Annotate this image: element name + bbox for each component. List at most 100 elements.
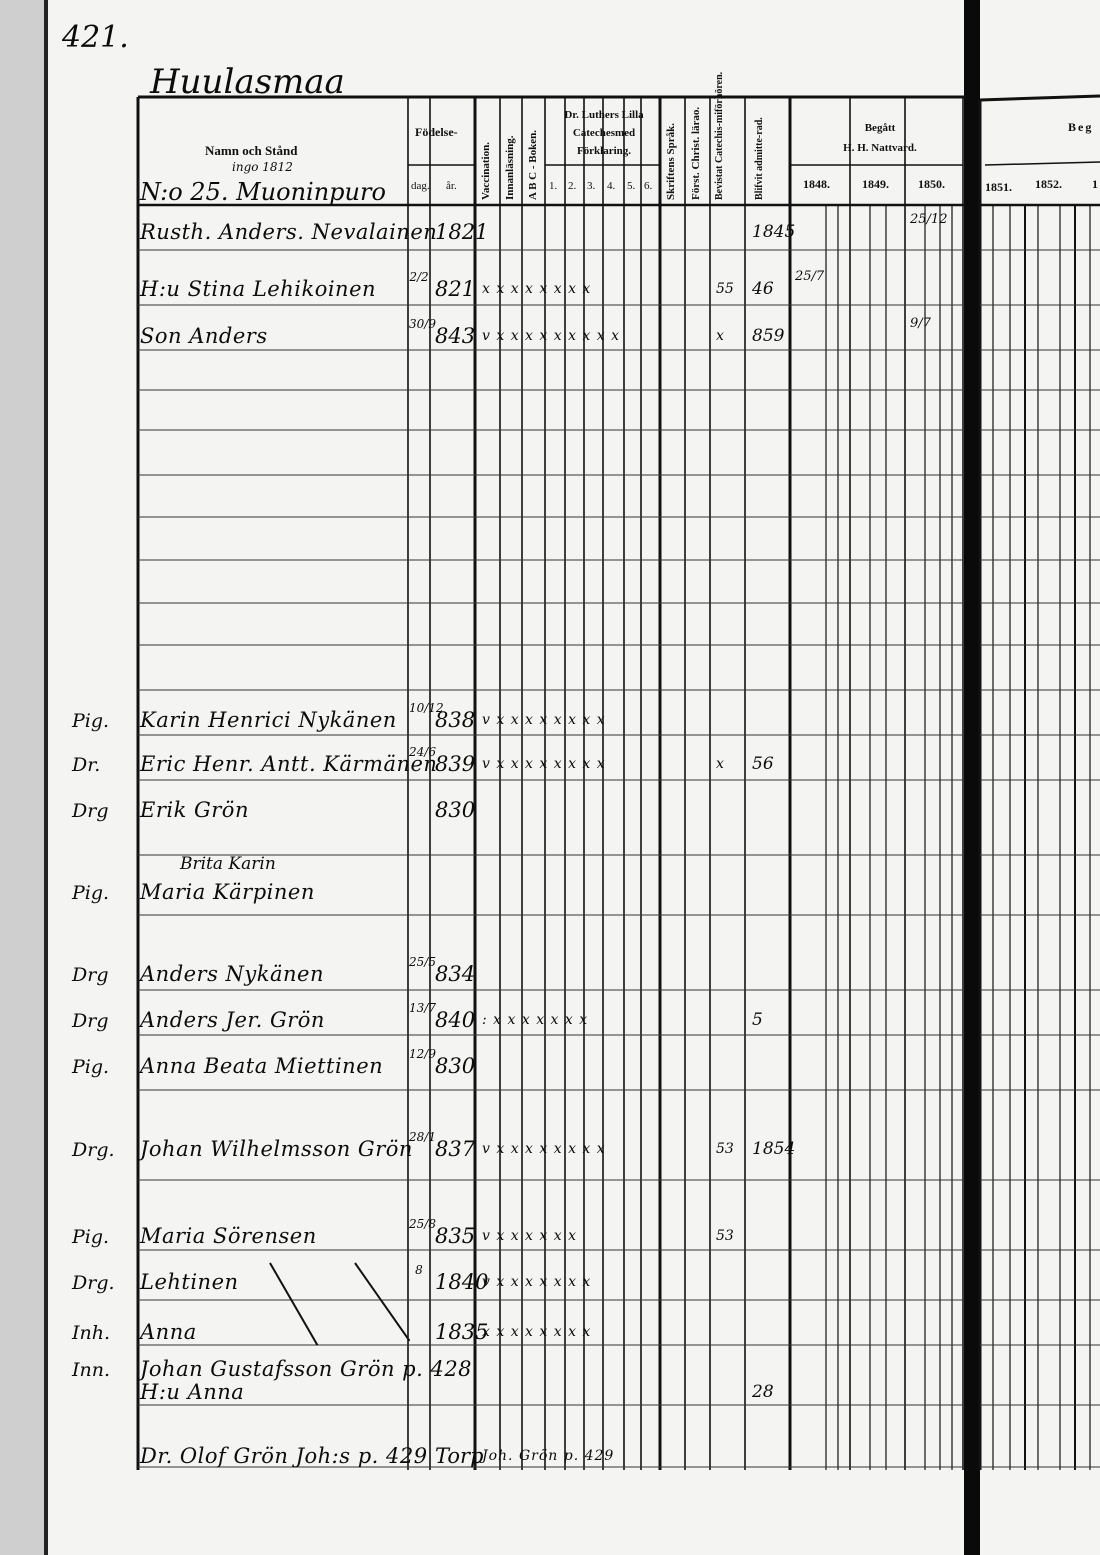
register-row: H:u Anna 28 xyxy=(0,1378,1100,1408)
birth-year: 843 xyxy=(435,324,476,348)
header-begatt: Begått H. H. Nattvard. xyxy=(795,118,965,158)
birth-day: 25/5 xyxy=(409,955,436,969)
page-number: 421. xyxy=(62,20,129,55)
person-name: Anders Nykänen xyxy=(140,962,325,986)
communion-date: 25/7 xyxy=(795,269,825,284)
birth-day: 25/8 xyxy=(409,1217,436,1231)
name-annotation: Brita Karin xyxy=(180,854,276,874)
person-name: Johan Gustafsson Grön p. 428 xyxy=(140,1357,473,1381)
person-name: Lehtinen xyxy=(140,1270,239,1294)
birth-year: 834 xyxy=(435,962,476,986)
row-prefix: Inh. xyxy=(72,1322,111,1344)
right-begatt: Beg xyxy=(1068,120,1094,134)
bevistat-mark: 55 xyxy=(716,281,734,297)
year-1852: 1852. xyxy=(1035,177,1062,191)
header-bevistat: Bevistat Catechis-miförhören. xyxy=(714,71,725,200)
header-catechism: Dr. Luthers Lilla Catechesmed Förklaring… xyxy=(548,106,660,160)
register-row: Drg. Lehtinen 8 1840 v x x x x x x x xyxy=(0,1264,1100,1298)
birth-day: 30/9 xyxy=(409,317,436,331)
bevistat-mark: 53 xyxy=(716,1228,734,1244)
header-forst: Först. Christ. lärao. xyxy=(690,106,702,200)
register-row: Inh. Anna 1835 x x x x x x x x xyxy=(0,1318,1100,1348)
person-name: Anna xyxy=(140,1320,197,1344)
birth-year: 838 xyxy=(435,708,476,732)
person-name: Anders Jer. Grön xyxy=(140,1008,325,1032)
birth-day: 28/1 xyxy=(409,1130,436,1144)
birth-day: 24/6 xyxy=(409,745,436,759)
catechism-marks: v x x x x x x xyxy=(482,1228,577,1244)
header-name: Namn och Stånd xyxy=(205,143,298,158)
birth-year: 1840 xyxy=(435,1270,489,1294)
begatt-line-1: Begått xyxy=(864,122,896,134)
birth-day: 8 xyxy=(415,1263,423,1277)
admitted-year: 1845 xyxy=(752,222,796,242)
catechism-part-5: 5. xyxy=(627,180,636,192)
birth-year: 830 xyxy=(435,1054,476,1078)
communion-date: 9/7 xyxy=(910,316,931,331)
register-row: Dr. Eric Henr. Antt. Kärmänen 24/6 839 v x x… xyxy=(0,746,1100,780)
birth-day: 10/12 xyxy=(409,701,444,715)
person-name: Rusth. Anders. Nevalainen xyxy=(140,220,438,244)
catechism-marks: v x x x x x x x x xyxy=(482,712,606,728)
header-innanlasning: Innanläsning. xyxy=(504,135,516,200)
person-name: Son Anders xyxy=(140,324,268,348)
catechism-marks: v x x x x x x x xyxy=(482,1274,592,1290)
row-prefix: Dr. xyxy=(72,754,101,776)
catechism-part-3: 3. xyxy=(587,180,596,192)
catechism-line-3: Förklaring. xyxy=(576,145,632,157)
header-abc: A B C - Boken. xyxy=(527,130,539,200)
rule-line xyxy=(984,161,1100,166)
year-1850: 1850. xyxy=(918,177,945,191)
header-birth-year: år. xyxy=(446,180,457,192)
row-prefix: Pig. xyxy=(72,710,110,732)
row-prefix: Pig. xyxy=(72,1226,110,1248)
register-row: Drg Anders Nykänen 25/5 834 xyxy=(0,956,1100,990)
birth-year: 837 xyxy=(435,1137,476,1161)
person-name: Anna Beata Miettinen xyxy=(140,1054,384,1078)
person-name: H:u Anna xyxy=(140,1380,245,1404)
header-blifvit: Blifvit admitte-rad. xyxy=(754,117,765,200)
row-prefix: Drg xyxy=(72,1010,109,1032)
register-row: Pig. Maria Sörensen 25/8 835 v x x x x x x 53 xyxy=(0,1218,1100,1252)
catechism-marks: x x x x x x x x xyxy=(482,281,592,297)
register-row: Rusth. Anders. Nevalainen 1821 1845 25/12 xyxy=(0,212,1100,248)
catechism-marks: : x x x x x x x xyxy=(482,1012,589,1028)
year-1848: 1848. xyxy=(803,177,830,191)
header-name-note: ingo 1812 xyxy=(232,160,293,174)
admitted-year: 28 xyxy=(752,1382,774,1402)
header-birth-day: dag. xyxy=(411,180,430,192)
admitted-year: 1854 xyxy=(752,1139,796,1159)
village-name: Huulasmaa xyxy=(150,62,345,102)
row-prefix: Drg. xyxy=(72,1139,115,1161)
birth-day: 13/7 xyxy=(409,1001,436,1015)
birth-year: Torp xyxy=(435,1444,484,1468)
admitted-year: 46 xyxy=(752,279,774,299)
catechism-part-6: 6. xyxy=(644,180,653,192)
register-row: Son Anders 30/9 843 v x x x x x x x x x x 859… xyxy=(0,316,1100,352)
person-name: Maria Kärpinen xyxy=(140,880,315,904)
row-prefix: Drg. xyxy=(72,1272,115,1294)
page-edge xyxy=(0,0,48,1555)
page-edge-line xyxy=(44,0,48,1555)
birth-year: 840 xyxy=(435,1008,476,1032)
bevistat-mark: x xyxy=(716,328,724,344)
register-row: Pig. Anna Beata Miettinen 12/9 830 xyxy=(0,1048,1100,1082)
row-prefix: Drg xyxy=(72,964,109,986)
birth-year: 835 xyxy=(435,1224,476,1248)
register-row: Drg Anders Jer. Grön 13/7 840 : x x x x x x … xyxy=(0,1002,1100,1036)
catechism-marks: v x x x x x x x x x xyxy=(482,328,621,344)
bevistat-mark: x xyxy=(716,756,724,772)
register-row: H:u Stina Lehikoinen 2/2 821 x x x x x x x … xyxy=(0,269,1100,305)
admitted-year: 56 xyxy=(752,754,774,774)
person-name: Johan Wilhelmsson Grön xyxy=(140,1137,413,1161)
communion-date: 25/12 xyxy=(910,212,948,227)
catechism-marks: v x x x x x x x x xyxy=(482,1141,606,1157)
register-row: Drg. Johan Wilhelmsson Grön 28/1 837 v x x x… xyxy=(0,1131,1100,1165)
birth-year: 821 xyxy=(435,277,476,301)
book-spine xyxy=(964,0,980,1555)
catechism-part-2: 2. xyxy=(568,180,577,192)
row-prefix: Pig. xyxy=(72,882,110,904)
birth-year: 1821 xyxy=(435,220,489,244)
catechism-part-4: 4. xyxy=(607,180,616,192)
